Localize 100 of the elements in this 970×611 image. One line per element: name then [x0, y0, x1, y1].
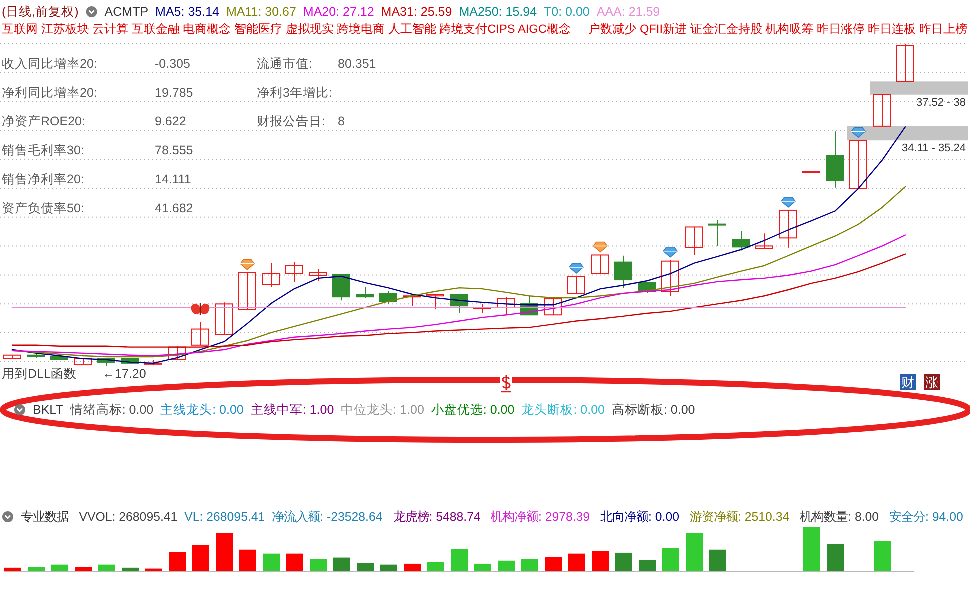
annotation: 41.682	[155, 201, 194, 216]
legend-label: 中位龙头: 1.00	[341, 403, 424, 417]
text: MA20: 27.12	[303, 5, 374, 19]
candlestick	[896, 44, 914, 82]
candlestick	[356, 286, 374, 299]
annotation: 净利同比增率20:	[2, 84, 98, 100]
annotation: 78.555	[155, 144, 194, 158]
chart-title: 专业数据	[20, 510, 69, 524]
text: MA5: 35.14	[156, 5, 220, 19]
bar	[545, 557, 562, 571]
bar	[216, 533, 233, 571]
bar	[310, 559, 327, 571]
bar	[451, 549, 468, 571]
annotation: ←17.20	[102, 367, 146, 381]
candlestick	[262, 262, 280, 288]
legend-label: 主线中军: 1.00	[250, 402, 334, 417]
bar	[263, 554, 280, 571]
text: 财	[902, 375, 914, 390]
candlestick	[708, 220, 726, 247]
candlestick	[404, 296, 422, 307]
bar	[803, 527, 820, 571]
legend-label: 游资净额: 2510.34	[690, 510, 790, 524]
candlestick	[732, 230, 750, 252]
bar	[662, 548, 679, 571]
candlestick	[686, 226, 704, 256]
candlestick	[332, 274, 350, 302]
bar	[521, 559, 538, 571]
bar	[122, 568, 139, 571]
bar	[333, 558, 350, 571]
bar	[380, 564, 397, 571]
candlestick	[662, 260, 680, 297]
candlestick	[614, 255, 632, 289]
legend-label: T0: 0.00	[544, 5, 590, 19]
text: BKLT	[33, 403, 64, 417]
annotation: 销售毛利率30:	[1, 142, 84, 158]
bar	[568, 554, 585, 571]
legend-label: 龙头断板: 0.00	[522, 403, 606, 417]
candlestick	[310, 268, 328, 282]
bar	[615, 552, 632, 571]
text: 互联网 江苏板块 云计算 互联金融 电商概念 智能医疗 虚拟现实 跨境电商 人工智能 跨境支付CIPS AIGC概念	[2, 22, 571, 36]
candlestick	[426, 294, 444, 310]
annotation: 8	[338, 114, 345, 129]
annotation: 资产负债率50:	[2, 200, 84, 216]
candlestick	[238, 272, 256, 310]
candlestick	[874, 94, 892, 127]
bar	[239, 550, 256, 571]
candlestick	[756, 233, 774, 250]
band-label: 37.52 - 38	[916, 96, 966, 109]
bar	[427, 562, 444, 571]
bar	[874, 541, 891, 571]
legend-label: 安全分: 94.00	[889, 510, 964, 524]
bar	[169, 552, 186, 571]
text: MA11: 30.67	[226, 5, 296, 19]
candlestick	[592, 254, 610, 274]
candlestick	[286, 262, 304, 282]
candlestick	[544, 298, 562, 316]
candlestick	[192, 322, 210, 346]
bar	[827, 544, 844, 571]
annotation: 收入同比增率20:	[2, 56, 98, 71]
bar	[4, 568, 21, 571]
annotation: 销售净利率20:	[1, 172, 84, 186]
legend-label: 情绪高标: 0.00	[69, 402, 154, 417]
text: 户数减少 QFII新进 证金汇金持股 机构吸筹 昨日涨停 昨日连板 昨日上榜	[588, 22, 968, 36]
text: AAA: 21.59	[596, 5, 660, 19]
candlestick	[450, 294, 468, 314]
chart-title: (日线,前复权)	[2, 5, 79, 19]
candlestick	[568, 276, 586, 294]
legend-label: 北向净额: 0.00	[600, 510, 680, 524]
bar	[686, 533, 703, 571]
bar	[498, 560, 515, 571]
annotation: 19.785	[155, 86, 194, 100]
legend-label: 机构数量: 8.00	[800, 510, 880, 524]
bar	[75, 567, 92, 571]
bar	[709, 550, 726, 571]
bar	[98, 564, 115, 571]
candlestick	[850, 140, 868, 190]
legend-label: 龙虎榜: 5488.74	[393, 510, 481, 524]
bar	[286, 554, 303, 571]
bar	[474, 564, 491, 571]
candlestick	[216, 302, 234, 336]
bar	[28, 567, 45, 571]
legend-label: 净流入额: -23528.64	[272, 510, 383, 524]
bar	[404, 564, 421, 571]
candlestick	[380, 290, 398, 305]
annotation: 14.111	[155, 172, 192, 186]
legend-label: MA250: 15.94	[459, 5, 538, 19]
annotation: 净资产ROE20:	[2, 114, 86, 129]
text: VVOL: 268095.41	[79, 510, 178, 524]
annotation: 财报公告日:	[257, 114, 326, 129]
legend-label: 高标断板: 0.00	[612, 402, 696, 417]
band-label: 34.11 - 35.24	[902, 142, 966, 155]
text: 涨	[926, 375, 938, 390]
annotation: 流通市值:	[257, 56, 312, 71]
annotation: 9.622	[155, 114, 186, 129]
text: 用到DLL函数	[2, 367, 77, 381]
bar	[192, 545, 209, 571]
legend-label: 主线龙头: 0.00	[160, 402, 244, 417]
candlestick	[474, 304, 492, 314]
text: MA31: 25.59	[381, 5, 452, 19]
annotation: 净利3年增比:	[257, 86, 332, 100]
